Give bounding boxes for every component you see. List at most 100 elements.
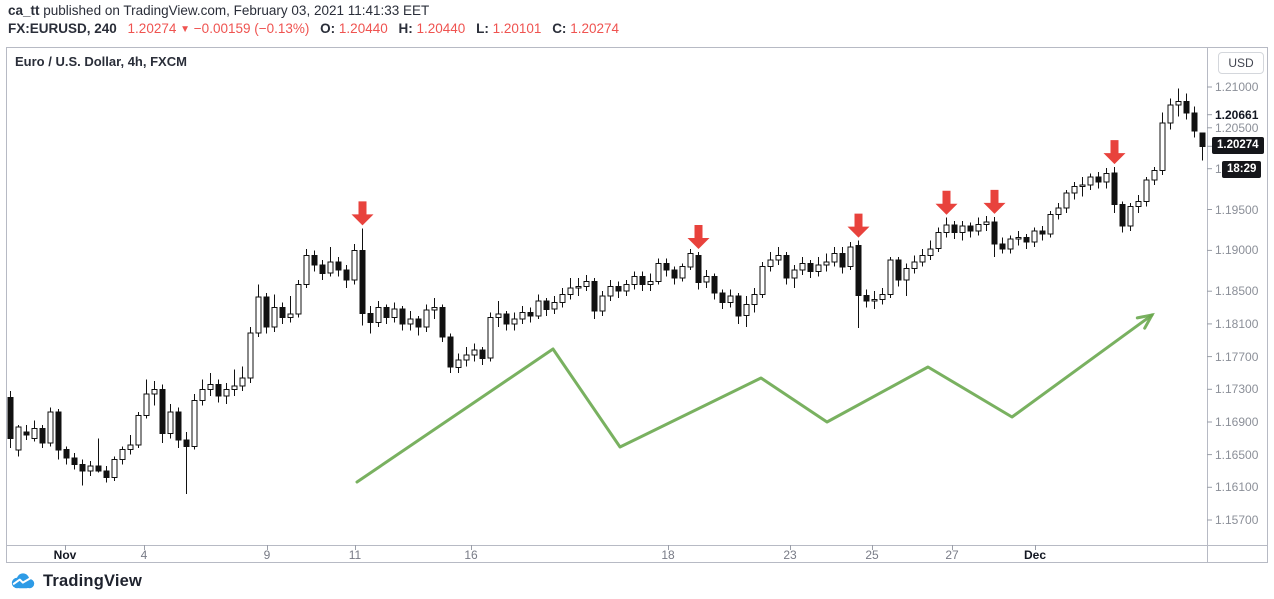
candle-body <box>271 307 278 328</box>
candle-body <box>167 411 174 434</box>
candle-body <box>1103 173 1110 183</box>
candle-body <box>783 254 790 279</box>
bar-countdown-badge: 18:29 <box>1222 161 1262 178</box>
published-text: published on TradingView.com, February 0… <box>43 3 430 18</box>
candle-body <box>287 313 294 318</box>
brand-name[interactable]: TradingView <box>43 571 143 590</box>
candle-body <box>255 296 262 334</box>
candle-body <box>191 400 198 448</box>
candle-body <box>1071 186 1078 194</box>
candle-body <box>87 465 94 472</box>
candle-body <box>303 254 310 286</box>
candle-body <box>807 263 814 273</box>
chart-widget: Euro / U.S. Dollar, 4h, FXCM USD 1.21000… <box>6 47 1268 563</box>
candle-body <box>1183 101 1190 114</box>
candle-body <box>887 259 894 295</box>
candle-body <box>903 267 910 281</box>
candle-body <box>727 295 734 304</box>
candle-body <box>175 411 182 441</box>
sell-arrow-marker <box>687 225 710 250</box>
candle-body <box>711 276 718 294</box>
candle-body <box>799 263 806 271</box>
candle-body <box>503 313 510 325</box>
candle-body <box>551 302 558 310</box>
sell-arrow-marker <box>847 213 870 238</box>
time-axis-label: 23 <box>783 548 797 562</box>
candle-body <box>439 307 446 338</box>
time-axis-label: 11 <box>348 548 362 562</box>
candle-body <box>583 280 590 287</box>
candle-body <box>383 307 390 318</box>
candle-body <box>343 269 350 281</box>
symbol-quote-line: FX:EURUSD, 240 1.20274 ▼ −0.00159 (−0.13… <box>8 21 619 36</box>
candle-body <box>855 245 862 296</box>
candle-body <box>767 259 774 268</box>
sell-arrow-marker <box>1103 140 1126 165</box>
candle-body <box>7 397 14 439</box>
price-axis-label: 1.20500 <box>1215 121 1259 135</box>
candle-body <box>215 383 222 397</box>
publish-info-line: ca_tt published on TradingView.com, Febr… <box>8 3 429 18</box>
time-axis-label: 16 <box>464 548 478 562</box>
candle-body <box>519 312 526 320</box>
candle-body <box>527 312 534 317</box>
price-axis-label: 1.18500 <box>1215 284 1259 298</box>
candle-body <box>135 414 142 446</box>
sell-arrow-marker <box>983 189 1006 214</box>
candle-body <box>535 300 542 317</box>
candle-body <box>239 377 246 387</box>
candle-body <box>55 411 62 451</box>
price-axis-label: 1.17300 <box>1215 382 1259 396</box>
zigzag-trend-line <box>355 313 1154 484</box>
candle-body <box>1199 132 1206 147</box>
candle-body <box>607 285 614 297</box>
candle-body <box>463 354 470 361</box>
candle-body <box>279 307 286 318</box>
chart-plot[interactable] <box>6 47 1268 563</box>
price-axis-label: 1.21000 <box>1215 80 1259 94</box>
candle-body <box>911 261 918 269</box>
candle-body <box>1063 192 1070 209</box>
candle-body <box>511 318 518 325</box>
candle-body <box>407 318 414 325</box>
candle-body <box>367 312 374 323</box>
price-axis-label: 1.20661 <box>1215 108 1259 122</box>
chart-frame <box>6 47 1268 563</box>
candle-body <box>471 349 478 356</box>
candle-body <box>455 359 462 368</box>
footer-brand-bar: TradingView <box>0 563 1274 599</box>
close-label: C: <box>552 21 567 36</box>
last-price-badge: 1.20274 <box>1212 137 1264 154</box>
candle-body <box>743 303 750 317</box>
candle-body <box>631 276 638 286</box>
candle-body <box>847 246 854 268</box>
open-label: O: <box>320 21 336 36</box>
candle-body <box>495 313 502 318</box>
time-axis-label: 4 <box>140 548 148 562</box>
candle-body <box>95 465 102 472</box>
candle-body <box>1175 101 1182 106</box>
price-axis-label: 1.16900 <box>1215 415 1259 429</box>
candle-body <box>47 411 54 444</box>
tradingview-cloud-logo-icon[interactable] <box>10 572 36 590</box>
candle-body <box>823 261 830 266</box>
candle-body <box>1055 207 1062 215</box>
candle-body <box>431 307 438 311</box>
candle-body <box>1023 236 1030 243</box>
close-value: 1.20274 <box>570 21 620 36</box>
candle-body <box>895 259 902 281</box>
candle-body <box>943 224 950 234</box>
candle-body <box>735 295 742 317</box>
candle-body <box>63 449 70 459</box>
candle-body <box>375 307 382 323</box>
candle-body <box>1127 205 1134 227</box>
author-name: ca_tt <box>8 3 40 18</box>
time-axis-label: Dec <box>1023 548 1047 562</box>
currency-axis-button[interactable]: USD <box>1218 52 1264 74</box>
candle-body <box>479 349 486 359</box>
candle-body <box>663 263 670 271</box>
low-label: L: <box>476 21 489 36</box>
candle-body <box>879 294 886 300</box>
sell-arrow-marker <box>351 201 374 226</box>
high-label: H: <box>398 21 413 36</box>
